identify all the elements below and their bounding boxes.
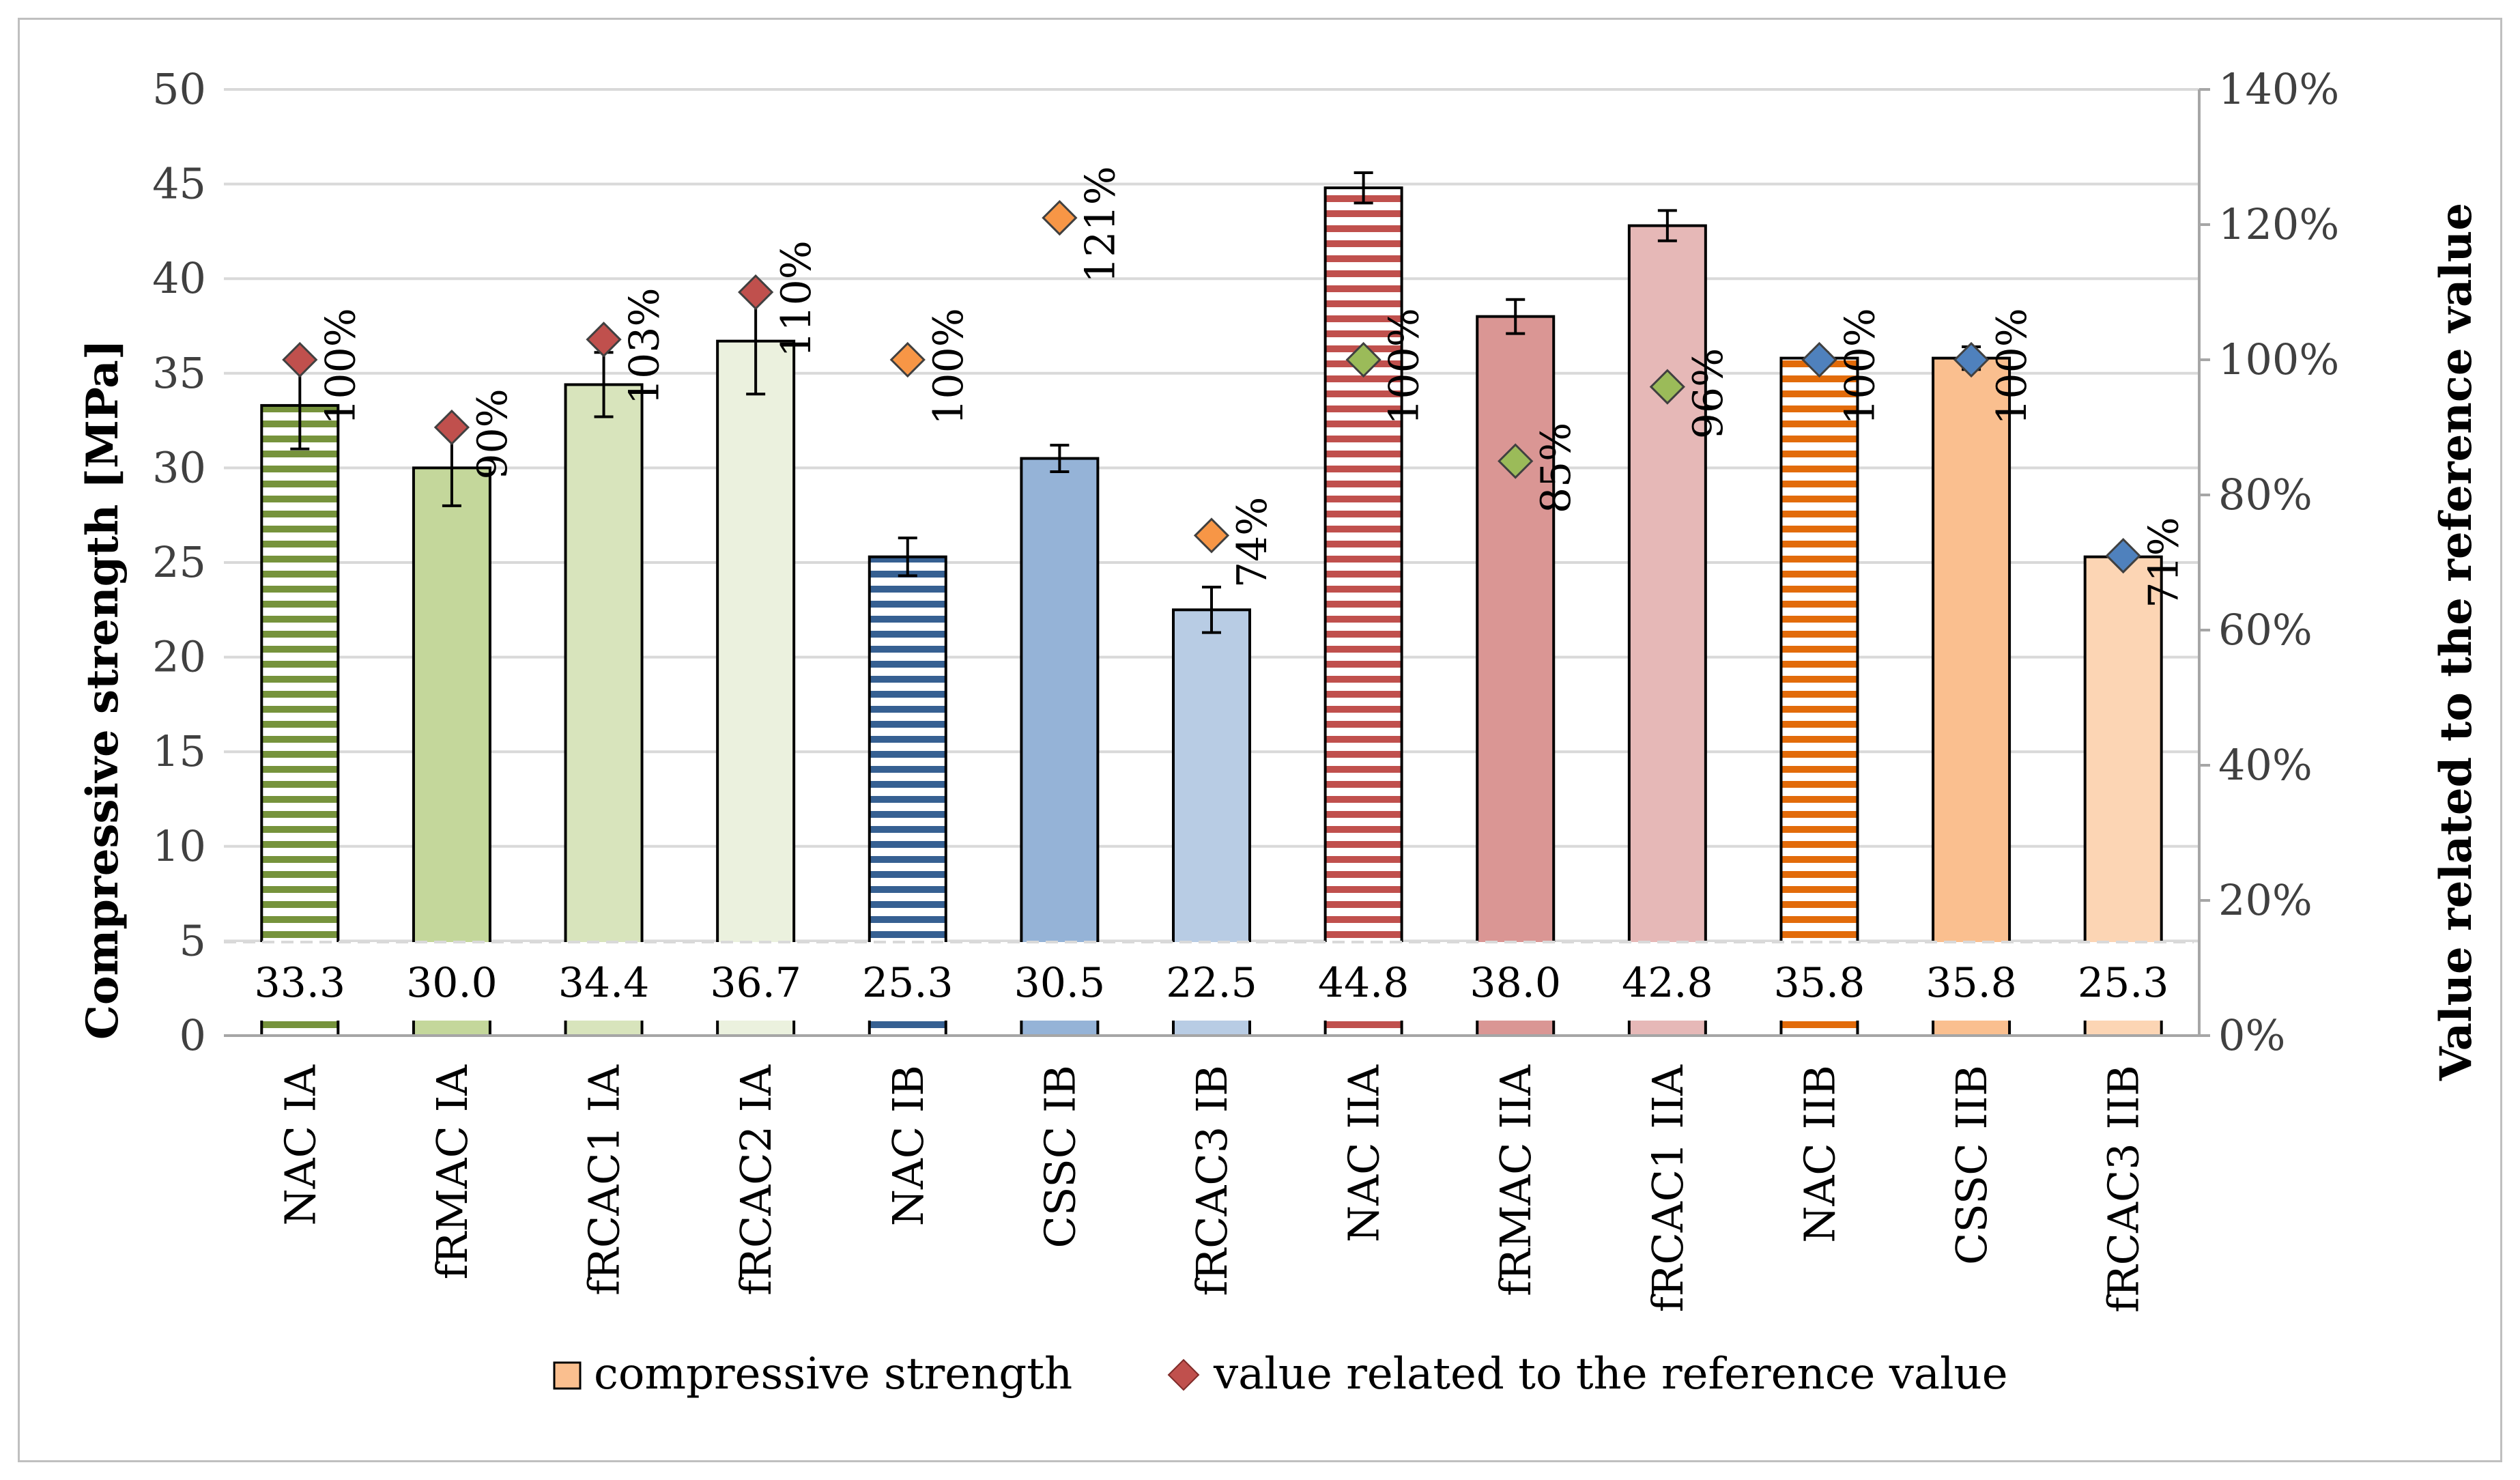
value-label-NAC-IA: 33.3 — [255, 959, 346, 1007]
relative-label-fRCAC2-IA: 110% — [773, 240, 820, 358]
y-tick-label-20: 20 — [152, 632, 206, 682]
category-label-fRCAC1-IIA: fRCAC1 IIA — [1643, 1064, 1693, 1312]
y2-tick-label-120%: 120% — [2218, 199, 2339, 249]
error-bar-fRCAC1-IIA — [1657, 209, 1677, 242]
legend-swatch-compressive-strength — [553, 1361, 582, 1390]
category-label-fRCAC2-IA: fRCAC2 IA — [731, 1064, 781, 1296]
relative-marker-fRCAC1-IIA — [1649, 369, 1685, 405]
relative-marker-fRCAC1-IA — [586, 322, 622, 358]
bar-NAC-IA — [260, 403, 340, 1037]
y2-tick-label-0%: 0% — [2218, 1010, 2285, 1060]
category-label-NAC-IIA: NAC IIA — [1339, 1064, 1389, 1242]
relative-label-fRCAC3-IIB: 71% — [2140, 517, 2188, 608]
y2-tick-label-40%: 40% — [2218, 740, 2313, 790]
value-label-NAC-IB: 25.3 — [862, 959, 954, 1007]
bar-CSSC-IIB — [1932, 356, 2011, 1037]
data-labels: 33.3 30.0 34.4 36.7 25.3 30.5 22.5 44.8 38.0 42.8… — [224, 166, 2194, 1021]
relative-marker-fRMAC-IIA — [1498, 443, 1534, 479]
bar-NAC-IIB — [1779, 356, 1859, 1037]
category-label-NAC-IIB: NAC IIB — [1794, 1065, 1844, 1243]
relative-marker-fRCAC2-IA — [738, 274, 774, 311]
bar-fRCAC1-IA — [564, 383, 644, 1037]
relative-label-NAC-IA: 100% — [317, 308, 364, 425]
error-bar-fRCAC3-IB — [1202, 586, 1221, 634]
y-tick-label-5: 5 — [180, 915, 206, 965]
y-axis-title: Compressive strength [MPa] — [77, 339, 128, 1040]
y-tick-label-10: 10 — [152, 821, 206, 871]
y-tick-label-0: 0 — [180, 1010, 206, 1060]
legend-label-compressive-strength: compressive strength — [594, 1349, 1072, 1399]
relative-label-fRCAC3-IB: 74% — [1229, 497, 1276, 588]
bar-fRMAC-IIA — [1476, 315, 1556, 1037]
relative-markers — [282, 199, 2141, 574]
relative-marker-fRMAC-IA — [433, 409, 470, 446]
relative-label-fRMAC-IA: 90% — [469, 388, 517, 479]
bar-fRCAC2-IA — [716, 339, 796, 1037]
y-tick-label-35: 35 — [152, 348, 206, 398]
relative-label-fRCAC1-IA: 103% — [621, 288, 669, 405]
value-label-NAC-IIA: 44.8 — [1318, 959, 1409, 1007]
category-label-fRCAC3-IB: fRCAC3 IB — [1187, 1065, 1237, 1296]
relative-label-fRCAC1-IIA: 96% — [1685, 348, 1732, 439]
error-bar-NAC-IIA — [1354, 171, 1373, 205]
relative-label-CSSC-IIB: 100% — [1988, 308, 2036, 425]
relative-marker-NAC-IA — [282, 341, 318, 378]
relative-label-NAC-IB: 100% — [925, 308, 973, 425]
relative-marker-NAC-IIB — [1801, 341, 1837, 378]
relative-label-CSSC-IB: 121% — [1076, 166, 1124, 283]
bar-fRCAC1-IIA — [1627, 224, 1707, 1038]
y2-axis-title: Value related to the reference value — [2431, 203, 2482, 1081]
category-label-fRMAC-IIA: fRMAC IIA — [1491, 1064, 1541, 1296]
value-label-CSSC-IIB: 35.8 — [1925, 959, 2017, 1007]
y2-tick-label-100%: 100% — [2218, 335, 2339, 384]
y2-tick-label-60%: 60% — [2218, 605, 2313, 655]
category-label-NAC-IA: NAC IA — [275, 1064, 325, 1226]
value-label-fRMAC-IIA: 38.0 — [1470, 959, 1561, 1007]
axes: 0 5 10 15 20 25 30 35 40 45 50 0% 20% 40% 60% 80% 100% 12… — [152, 64, 2339, 1313]
y2-tick-label-80%: 80% — [2218, 470, 2313, 520]
relative-marker-NAC-IB — [889, 341, 926, 378]
bar-CSSC-IB — [1020, 457, 1100, 1037]
y-tick-label-30: 30 — [152, 442, 206, 492]
legend: compressive strength value related to th… — [553, 1349, 2008, 1399]
y2-tick-label-20%: 20% — [2218, 875, 2313, 925]
bar-NAC-IIA — [1323, 186, 1403, 1037]
relative-marker-CSSC-IIB — [1953, 341, 1990, 378]
relative-marker-fRCAC3-IB — [1193, 517, 1230, 554]
y-tick-label-40: 40 — [152, 253, 206, 303]
relative-marker-CSSC-IB — [1042, 199, 1078, 236]
relative-label-NAC-IIA: 100% — [1381, 308, 1429, 425]
category-label-fRCAC1-IA: fRCAC1 IA — [579, 1064, 629, 1296]
y2-tick-label-140%: 140% — [2218, 64, 2339, 114]
data-label-band — [224, 942, 2194, 1021]
legend-marker-relative — [1167, 1358, 1200, 1391]
error-bar-CSSC-IB — [1050, 444, 1070, 473]
relative-marker-NAC-IIA — [1345, 341, 1381, 378]
y-tick-label-15: 15 — [152, 726, 206, 776]
category-label-fRMAC-IA: fRMAC IA — [427, 1064, 477, 1280]
category-label-CSSC-IB: CSSC IB — [1035, 1065, 1085, 1249]
error-bar-fRMAC-IIA — [1506, 298, 1526, 335]
y-tick-label-25: 25 — [152, 537, 206, 587]
value-label-fRMAC-IA: 30.0 — [406, 959, 498, 1007]
value-label-fRCAC3-IB: 22.5 — [1166, 959, 1257, 1007]
error-bar-NAC-IB — [898, 536, 917, 578]
y-tick-label-45: 45 — [152, 159, 206, 209]
value-label-CSSC-IB: 30.5 — [1014, 959, 1106, 1007]
relative-label-fRMAC-IIA: 85% — [1532, 423, 1580, 513]
category-label-CSSC-IIB: CSSC IIB — [1947, 1065, 1996, 1265]
value-label-fRCAC3-IIB: 25.3 — [2078, 959, 2169, 1007]
category-label-NAC-IB: NAC IB — [883, 1065, 933, 1226]
value-label-fRCAC2-IA: 36.7 — [710, 959, 801, 1007]
value-label-fRCAC1-IA: 34.4 — [558, 959, 650, 1007]
category-label-fRCAC3-IIB: fRCAC3 IIB — [2099, 1065, 2149, 1313]
value-label-fRCAC1-IIA: 42.8 — [1622, 959, 1713, 1007]
legend-label-relative: value related to the reference value — [1213, 1349, 2008, 1399]
relative-marker-fRCAC3-IIB — [2105, 537, 2141, 574]
value-label-NAC-IIB: 35.8 — [1774, 959, 1865, 1007]
relative-label-NAC-IIB: 100% — [1836, 308, 1884, 425]
y-tick-label-50: 50 — [152, 64, 206, 114]
